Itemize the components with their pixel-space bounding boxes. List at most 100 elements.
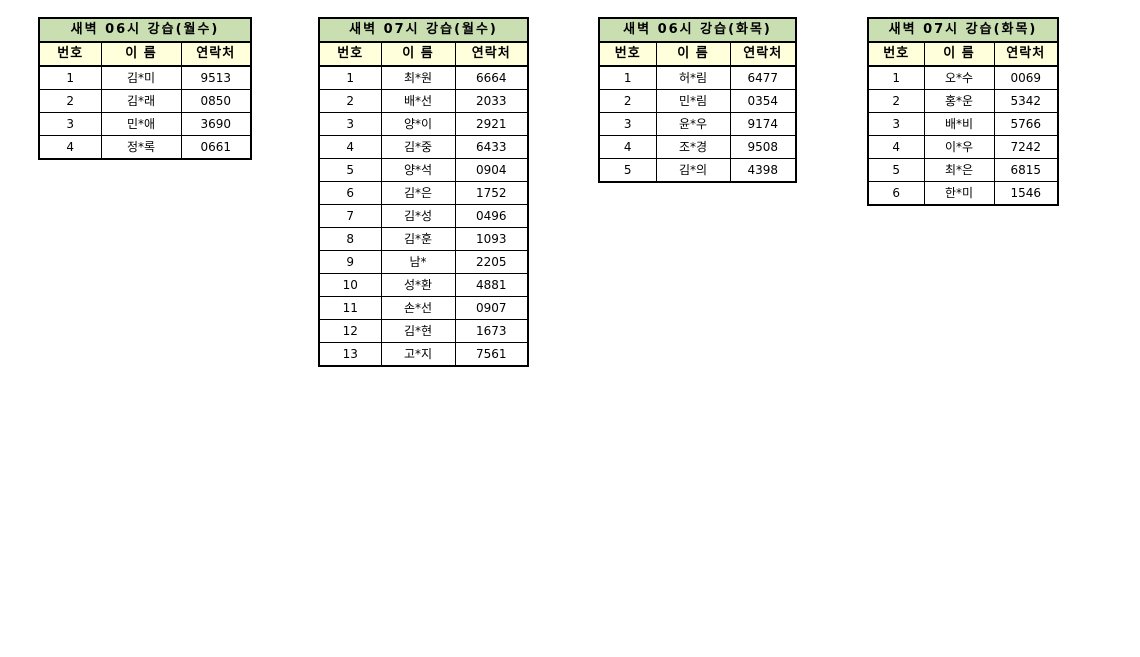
cell-contact: 0496 — [454, 204, 529, 228]
cell-name: 남* — [380, 250, 456, 274]
cell-contact: 1093 — [454, 227, 529, 251]
cell-number: 3 — [598, 112, 657, 136]
cell-name: 최*은 — [923, 158, 995, 182]
cell-name: 최*원 — [380, 65, 456, 90]
cell-contact: 2205 — [454, 250, 529, 274]
cell-number: 1 — [867, 65, 925, 90]
class-table-0700-tuethu: 새벽 07시 강습(화목) 번호 이 름 연락처 1 오*수 0069 2 홍*운 534… — [867, 17, 1059, 206]
cell-contact: 4881 — [454, 273, 529, 297]
cell-contact: 1546 — [993, 181, 1059, 206]
cell-name: 김*훈 — [380, 227, 456, 251]
cell-number: 10 — [318, 273, 382, 297]
table-row: 5 최*은 6815 — [867, 158, 1059, 182]
table-row: 2 민*림 0354 — [598, 89, 797, 113]
cell-name: 손*선 — [380, 296, 456, 320]
cell-number: 3 — [318, 112, 382, 136]
cell-contact: 2033 — [454, 89, 529, 113]
cell-number: 11 — [318, 296, 382, 320]
cell-name: 김*성 — [380, 204, 456, 228]
cell-number: 9 — [318, 250, 382, 274]
table-row: 1 최*원 6664 — [318, 65, 529, 90]
cell-number: 1 — [38, 65, 102, 90]
table-title-row: 새벽 06시 강습(화목) — [598, 17, 797, 43]
table-row: 13 고*지 7561 — [318, 342, 529, 367]
table-row: 11 손*선 0907 — [318, 296, 529, 320]
cell-contact: 9508 — [729, 135, 797, 159]
table-row: 4 이*우 7242 — [867, 135, 1059, 159]
table-row: 6 김*은 1752 — [318, 181, 529, 205]
cell-name: 양*석 — [380, 158, 456, 182]
cell-number: 1 — [318, 65, 382, 90]
cell-contact: 0661 — [180, 135, 252, 160]
cell-name: 김*현 — [380, 319, 456, 343]
column-header-contact: 연락처 — [729, 41, 797, 67]
column-header-contact: 연락처 — [993, 41, 1059, 67]
cell-name: 윤*우 — [655, 112, 731, 136]
cell-number: 12 — [318, 319, 382, 343]
cell-number: 5 — [598, 158, 657, 183]
column-header-number: 번호 — [38, 41, 102, 67]
cell-contact: 0904 — [454, 158, 529, 182]
table-title: 새벽 07시 강습(월수) — [318, 17, 529, 43]
table-row: 3 민*애 3690 — [38, 112, 252, 136]
cell-contact: 0907 — [454, 296, 529, 320]
column-header-number: 번호 — [867, 41, 925, 67]
table-row: 1 허*림 6477 — [598, 65, 797, 90]
cell-name: 김*중 — [380, 135, 456, 159]
cell-number: 2 — [867, 89, 925, 113]
table-row: 9 남* 2205 — [318, 250, 529, 274]
cell-contact: 4398 — [729, 158, 797, 183]
table-title: 새벽 06시 강습(월수) — [38, 17, 252, 43]
cell-name: 배*선 — [380, 89, 456, 113]
cell-name: 홍*운 — [923, 89, 995, 113]
cell-contact: 2921 — [454, 112, 529, 136]
table-row: 2 홍*운 5342 — [867, 89, 1059, 113]
cell-number: 2 — [318, 89, 382, 113]
cell-number: 6 — [318, 181, 382, 205]
table-title-row: 새벽 07시 강습(화목) — [867, 17, 1059, 43]
cell-number: 5 — [867, 158, 925, 182]
cell-contact: 5766 — [993, 112, 1059, 136]
cell-name: 김*미 — [100, 65, 182, 90]
cell-name: 이*우 — [923, 135, 995, 159]
cell-contact: 0850 — [180, 89, 252, 113]
class-table-0600-tuethu: 새벽 06시 강습(화목) 번호 이 름 연락처 1 허*림 6477 2 민*림 035… — [598, 17, 797, 183]
class-table-0700-monwed: 새벽 07시 강습(월수) 번호 이 름 연락처 1 최*원 6664 2 배*선 203… — [318, 17, 529, 367]
column-header-contact: 연락처 — [180, 41, 252, 67]
cell-number: 4 — [867, 135, 925, 159]
table-row: 7 김*성 0496 — [318, 204, 529, 228]
cell-contact: 3690 — [180, 112, 252, 136]
cell-number: 3 — [38, 112, 102, 136]
table-row: 2 김*래 0850 — [38, 89, 252, 113]
table-row: 10 성*환 4881 — [318, 273, 529, 297]
table-row: 6 한*미 1546 — [867, 181, 1059, 206]
table-row: 3 배*비 5766 — [867, 112, 1059, 136]
cell-number: 2 — [598, 89, 657, 113]
column-header-contact: 연락처 — [454, 41, 529, 67]
cell-name: 정*록 — [100, 135, 182, 160]
table-title-row: 새벽 07시 강습(월수) — [318, 17, 529, 43]
cell-contact: 1673 — [454, 319, 529, 343]
column-header-name: 이 름 — [923, 41, 995, 67]
table-header-row: 번호 이 름 연락처 — [318, 41, 529, 67]
cell-number: 5 — [318, 158, 382, 182]
cell-contact: 6815 — [993, 158, 1059, 182]
cell-contact: 6664 — [454, 65, 529, 90]
cell-name: 성*환 — [380, 273, 456, 297]
cell-contact: 9513 — [180, 65, 252, 90]
cell-contact: 5342 — [993, 89, 1059, 113]
cell-contact: 6477 — [729, 65, 797, 90]
table-body: 1 오*수 0069 2 홍*운 5342 3 배*비 5766 4 이*우 7242 5 최*은 6815… — [867, 65, 1059, 206]
table-row: 5 김*의 4398 — [598, 158, 797, 183]
table-row: 3 윤*우 9174 — [598, 112, 797, 136]
table-row: 4 조*경 9508 — [598, 135, 797, 159]
cell-name: 민*림 — [655, 89, 731, 113]
cell-name: 허*림 — [655, 65, 731, 90]
table-row: 4 정*록 0661 — [38, 135, 252, 160]
table-title: 새벽 06시 강습(화목) — [598, 17, 797, 43]
cell-number: 1 — [598, 65, 657, 90]
table-row: 8 김*훈 1093 — [318, 227, 529, 251]
table-body: 1 허*림 6477 2 민*림 0354 3 윤*우 9174 4 조*경 9508 5 김*의 4398 — [598, 65, 797, 183]
table-row: 1 오*수 0069 — [867, 65, 1059, 90]
cell-name: 민*애 — [100, 112, 182, 136]
